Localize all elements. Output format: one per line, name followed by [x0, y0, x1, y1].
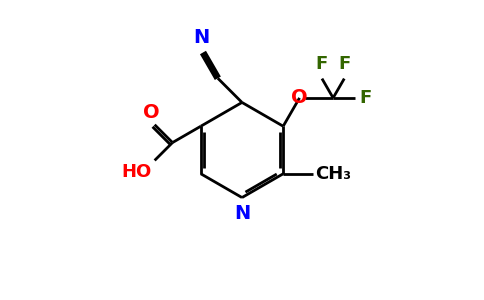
Text: HO: HO [121, 164, 151, 181]
Text: O: O [291, 88, 308, 107]
Text: F: F [360, 89, 372, 107]
Text: O: O [143, 103, 159, 122]
Text: F: F [316, 55, 328, 73]
Text: CH₃: CH₃ [315, 165, 351, 183]
Text: F: F [338, 55, 350, 73]
Text: N: N [194, 28, 210, 47]
Text: N: N [234, 204, 250, 223]
